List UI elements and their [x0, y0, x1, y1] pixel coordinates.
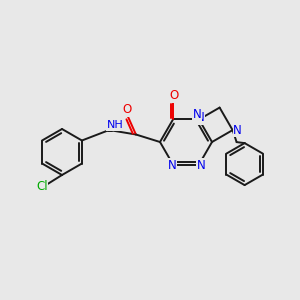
Text: O: O: [169, 89, 178, 102]
Text: N: N: [193, 108, 201, 121]
Text: N: N: [233, 124, 242, 136]
Text: Cl: Cl: [36, 181, 48, 194]
Text: N: N: [168, 159, 176, 172]
Text: N: N: [196, 159, 206, 172]
Text: NH: NH: [106, 121, 123, 130]
Text: N: N: [196, 111, 204, 124]
Text: O: O: [122, 103, 131, 116]
